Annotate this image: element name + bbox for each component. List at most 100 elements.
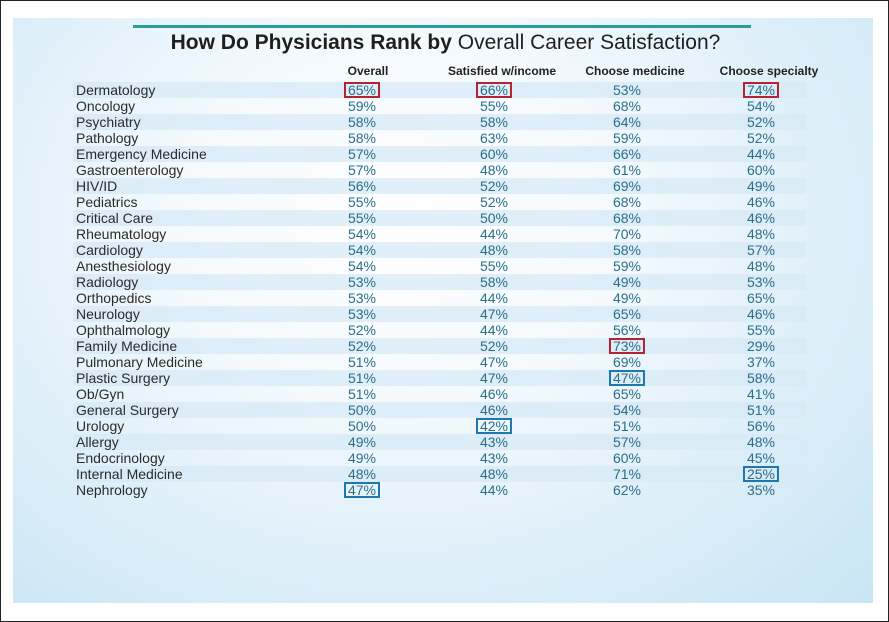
specialty-name: Radiology — [76, 274, 139, 290]
value-cell: 51% — [746, 402, 776, 418]
specialty-name: Allergy — [76, 434, 119, 450]
specialty-name: Family Medicine — [76, 338, 178, 354]
highlighted-value-cell: 42% — [475, 418, 513, 434]
table-row: HIV/ID 56% 52% 69% 49% — [73, 178, 806, 194]
specialty-name: Neurology — [76, 306, 140, 322]
table-row: Pediatrics 55% 52% 68% 46% — [73, 194, 806, 210]
specialty-name: Rheumatology — [76, 226, 167, 242]
value-cell: 48% — [746, 434, 776, 450]
specialty-name: HIV/ID — [76, 178, 118, 194]
value-cell: 37% — [746, 354, 776, 370]
value-cell: 50% — [479, 210, 509, 226]
value-cell: 50% — [347, 402, 377, 418]
table-row: Internal Medicine 48% 48% 71% 25% — [73, 466, 806, 482]
specialty-name: Ophthalmology — [76, 322, 171, 338]
value-cell: 41% — [746, 386, 776, 402]
table-row: Ob/Gyn 51% 46% 65% 41% — [73, 386, 806, 402]
table-row: Dermatology 65% 66% 53% 74% — [73, 82, 806, 98]
value-cell: 54% — [347, 258, 377, 274]
highlighted-value-cell: 47% — [608, 370, 646, 386]
value-cell: 44% — [479, 482, 509, 498]
value-cell: 66% — [612, 146, 642, 162]
value-cell: 54% — [347, 226, 377, 242]
specialty-name: Internal Medicine — [76, 466, 183, 482]
table-row: Anesthesiology 54% 55% 59% 48% — [73, 258, 806, 274]
table-row: Critical Care 55% 50% 68% 46% — [73, 210, 806, 226]
highlighted-value-cell: 66% — [475, 82, 513, 98]
value-cell: 46% — [746, 210, 776, 226]
column-header-choose-specialty: Choose specialty — [719, 64, 819, 78]
value-cell: 65% — [612, 306, 642, 322]
highlighted-value-cell: 73% — [608, 338, 646, 354]
value-cell: 57% — [347, 146, 377, 162]
value-cell: 46% — [746, 306, 776, 322]
value-cell: 47% — [479, 370, 509, 386]
value-cell: 56% — [612, 322, 642, 338]
value-cell: 49% — [612, 290, 642, 306]
table-row: Radiology 53% 58% 49% 53% — [73, 274, 806, 290]
value-cell: 53% — [347, 290, 377, 306]
table-row: Oncology 59% 55% 68% 54% — [73, 98, 806, 114]
value-cell: 65% — [746, 290, 776, 306]
value-cell: 54% — [612, 402, 642, 418]
value-cell: 29% — [746, 338, 776, 354]
table-row: Cardiology 54% 48% 58% 57% — [73, 242, 806, 258]
title-bold-part: How Do Physicians Rank by — [170, 31, 452, 54]
table-row: Pulmonary Medicine 51% 47% 69% 37% — [73, 354, 806, 370]
value-cell: 63% — [479, 130, 509, 146]
value-cell: 49% — [347, 450, 377, 466]
table-row: Nephrology 47% 44% 62% 35% — [73, 482, 806, 498]
value-cell: 52% — [347, 322, 377, 338]
value-cell: 46% — [746, 194, 776, 210]
value-cell: 48% — [479, 162, 509, 178]
value-cell: 68% — [612, 210, 642, 226]
value-cell: 53% — [347, 274, 377, 290]
specialty-name: Pediatrics — [76, 194, 138, 210]
value-cell: 52% — [746, 130, 776, 146]
table-row: Family Medicine 52% 52% 73% 29% — [73, 338, 806, 354]
value-cell: 48% — [746, 258, 776, 274]
specialty-name: Gastroenterology — [76, 162, 184, 178]
value-cell: 44% — [746, 146, 776, 162]
table-row: Urology 50% 42% 51% 56% — [73, 418, 806, 434]
value-cell: 57% — [612, 434, 642, 450]
value-cell: 71% — [612, 466, 642, 482]
value-cell: 47% — [479, 306, 509, 322]
value-cell: 49% — [746, 178, 776, 194]
specialty-name: Nephrology — [76, 482, 148, 498]
value-cell: 45% — [746, 450, 776, 466]
column-header-choose-medicine: Choose medicine — [585, 64, 685, 78]
value-cell: 58% — [746, 370, 776, 386]
value-cell: 60% — [612, 450, 642, 466]
value-cell: 69% — [612, 354, 642, 370]
value-cell: 44% — [479, 322, 509, 338]
value-cell: 49% — [612, 274, 642, 290]
table-row: Psychiatry 58% 58% 64% 52% — [73, 114, 806, 130]
value-cell: 62% — [612, 482, 642, 498]
value-cell: 55% — [347, 210, 377, 226]
table-row: General Surgery 50% 46% 54% 51% — [73, 402, 806, 418]
table-row: Rheumatology 54% 44% 70% 48% — [73, 226, 806, 242]
value-cell: 48% — [347, 466, 377, 482]
value-cell: 68% — [612, 98, 642, 114]
value-cell: 51% — [347, 370, 377, 386]
specialty-name: Plastic Surgery — [76, 370, 171, 386]
table-row: Orthopedics 53% 44% 49% 65% — [73, 290, 806, 306]
table-row: Neurology 53% 47% 65% 46% — [73, 306, 806, 322]
value-cell: 58% — [479, 114, 509, 130]
value-cell: 60% — [479, 146, 509, 162]
value-cell: 55% — [479, 258, 509, 274]
specialty-name: Pulmonary Medicine — [76, 354, 203, 370]
value-cell: 55% — [347, 194, 377, 210]
value-cell: 48% — [479, 242, 509, 258]
specialty-name: Anesthesiology — [76, 258, 171, 274]
value-cell: 52% — [479, 178, 509, 194]
value-cell: 54% — [746, 98, 776, 114]
specialty-name: Psychiatry — [76, 114, 141, 130]
title-regular-part: Overall Career Satisfaction? — [457, 31, 721, 54]
value-cell: 52% — [746, 114, 776, 130]
value-cell: 48% — [479, 466, 509, 482]
highlighted-value-cell: 74% — [742, 82, 780, 98]
value-cell: 56% — [347, 178, 377, 194]
